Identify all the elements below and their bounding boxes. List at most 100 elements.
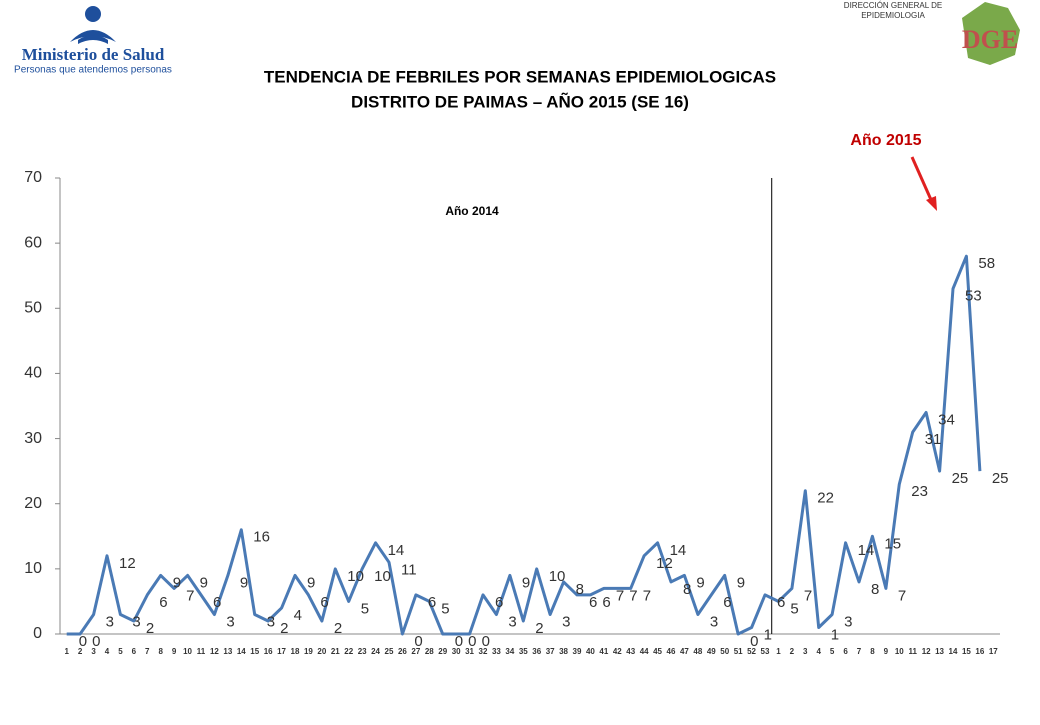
x-tick-label: 9 (884, 647, 889, 656)
data-label: 6 (495, 594, 503, 611)
y-tick-label: 50 (24, 300, 42, 317)
x-tick-label: 10 (183, 647, 192, 656)
y-tick-label: 10 (24, 560, 42, 577)
data-label: 6 (602, 594, 610, 611)
x-tick-label: 7 (857, 647, 862, 656)
data-label: 9 (240, 574, 248, 591)
data-label: 9 (200, 574, 208, 591)
x-tick-label: 12 (922, 647, 931, 656)
x-tick-label: 21 (331, 647, 340, 656)
x-tick-label: 20 (317, 647, 326, 656)
data-label: 0 (92, 633, 100, 650)
data-label: 7 (629, 587, 637, 604)
data-label: 12 (656, 555, 673, 572)
x-tick-label: 19 (304, 647, 313, 656)
data-label: 8 (576, 581, 584, 598)
data-label: 0 (468, 633, 476, 650)
data-label: 14 (858, 542, 875, 559)
data-label: 0 (482, 633, 490, 650)
x-tick-label: 49 (707, 647, 716, 656)
data-label: 9 (696, 574, 704, 591)
data-label: 2 (535, 620, 543, 637)
data-label: 15 (884, 535, 901, 552)
data-label: 6 (777, 594, 785, 611)
x-tick-label: 48 (693, 647, 702, 656)
data-label: 3 (844, 613, 852, 630)
data-label: 9 (522, 574, 530, 591)
agency-line: EPIDEMIOLOGIA (861, 11, 925, 20)
data-label: 6 (159, 594, 167, 611)
data-label: 12 (119, 555, 136, 572)
data-label: 7 (643, 587, 651, 604)
data-label: 23 (911, 483, 928, 500)
x-tick-label: 24 (371, 647, 380, 656)
x-tick-label: 2 (78, 647, 83, 656)
annotation: Año 2015 (850, 132, 921, 149)
data-label: 2 (334, 620, 342, 637)
data-label: 8 (683, 581, 691, 598)
x-tick-label: 8 (870, 647, 875, 656)
x-tick-label: 2 (790, 647, 795, 656)
data-label: 9 (173, 574, 181, 591)
y-tick-label: 0 (33, 625, 42, 642)
x-tick-label: 10 (895, 647, 904, 656)
x-tick-label: 14 (949, 647, 958, 656)
data-label: 10 (374, 568, 391, 585)
x-tick-label: 9 (172, 647, 177, 656)
x-tick-label: 15 (250, 647, 259, 656)
x-tick-label: 12 (210, 647, 219, 656)
data-label: 6 (428, 594, 436, 611)
series-line (66, 254, 982, 636)
x-tick-label: 15 (962, 647, 971, 656)
data-label: 2 (146, 620, 154, 637)
x-tick-label: 16 (975, 647, 984, 656)
data-label: 7 (616, 587, 624, 604)
x-tick-label: 42 (613, 647, 622, 656)
x-tick-label: 41 (599, 647, 608, 656)
x-tick-label: 5 (830, 647, 835, 656)
x-tick-label: 4 (105, 647, 110, 656)
x-tick-label: 37 (546, 647, 555, 656)
data-label: 6 (589, 594, 597, 611)
x-tick-label: 5 (118, 647, 123, 656)
data-label: 7 (186, 587, 194, 604)
data-label: 14 (670, 542, 687, 559)
data-label: 5 (441, 600, 449, 617)
data-label: 1 (764, 626, 772, 643)
data-label: 0 (79, 633, 87, 650)
arrow (910, 156, 937, 211)
x-tick-label: 17 (989, 647, 998, 656)
data-label: 9 (307, 574, 315, 591)
x-tick-label: 16 (264, 647, 273, 656)
x-tick-label: 4 (816, 647, 821, 656)
dge-map (962, 2, 1020, 65)
x-tick-label: 13 (935, 647, 944, 656)
y-tick-label: 60 (24, 234, 42, 251)
data-label: 3 (106, 613, 114, 630)
data-label: 53 (965, 288, 982, 305)
x-tick-label: 23 (358, 647, 367, 656)
data-label: 6 (723, 594, 731, 611)
x-tick-label: 27 (411, 647, 420, 656)
x-tick-label: 44 (640, 647, 649, 656)
ministry-name: Ministerio de Salud (22, 45, 165, 64)
x-tick-label: 32 (479, 647, 488, 656)
data-label: 3 (132, 613, 140, 630)
data-label: 6 (213, 594, 221, 611)
annotation: Año 2014 (445, 204, 499, 218)
x-tick-label: 30 (452, 647, 461, 656)
data-label: 25 (952, 470, 969, 487)
x-tick-label: 31 (465, 647, 474, 656)
x-tick-label: 35 (519, 647, 528, 656)
data-label: 1 (831, 626, 839, 643)
x-tick-label: 40 (586, 647, 595, 656)
data-label: 22 (817, 490, 834, 507)
minsa-logo (70, 6, 116, 44)
x-tick-label: 51 (734, 647, 743, 656)
x-tick-label: 38 (559, 647, 568, 656)
data-label: 5 (361, 600, 369, 617)
data-label: 2 (280, 620, 288, 637)
data-label: 3 (226, 613, 234, 630)
data-label: 4 (294, 607, 302, 624)
